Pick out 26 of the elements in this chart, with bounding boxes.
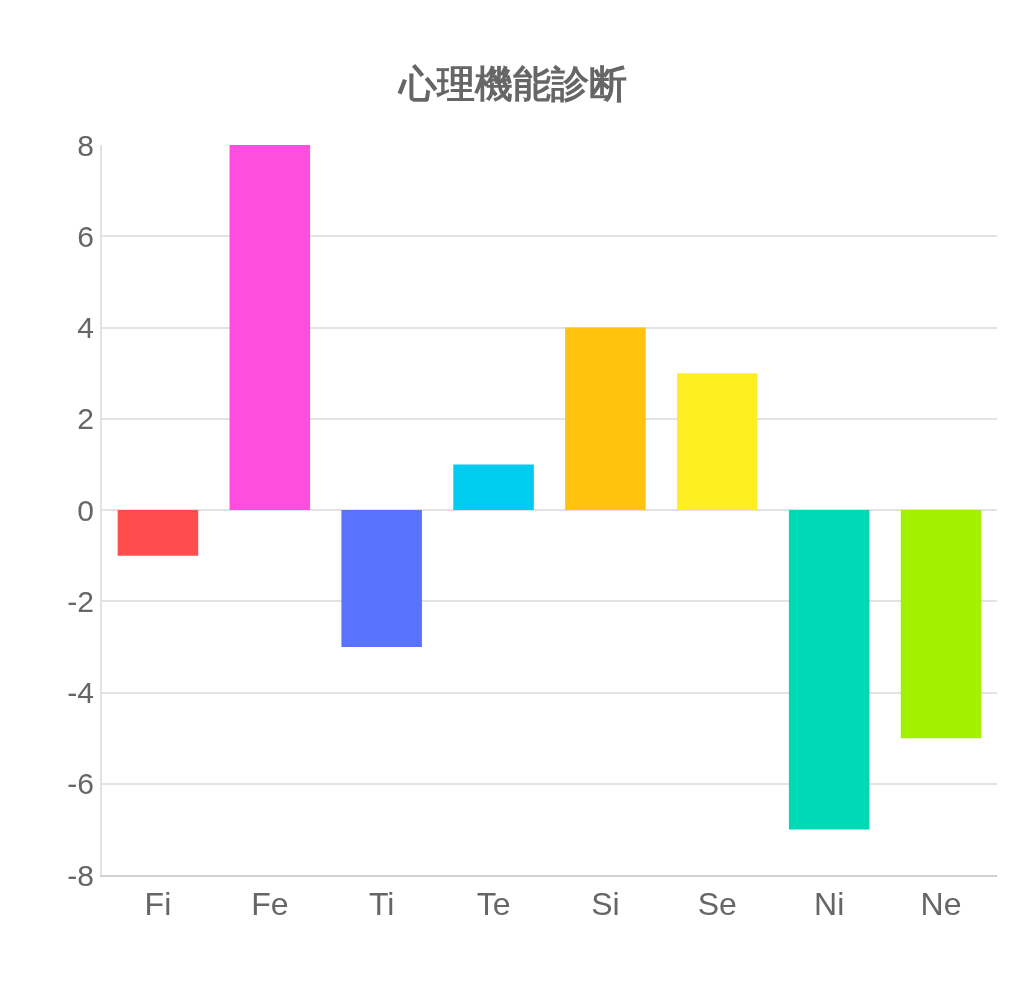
bar [229,145,311,510]
x-tick-label: Fi [144,886,172,923]
y-tick-label: -2 [67,584,94,618]
bar [565,327,646,510]
y-tick-label: 6 [77,219,94,253]
y-tick-label: 8 [77,128,94,162]
bar [677,373,758,510]
bar [341,510,422,647]
x-tick-label: Te [476,886,511,923]
bar [788,510,870,830]
x-tick-label: Se [697,886,737,923]
bar [117,510,199,556]
y-tick-label: 0 [77,493,94,527]
y-tick-label: 2 [77,402,94,436]
y-tick-label: -4 [67,676,94,709]
bar [900,510,982,739]
y-tick-label: 4 [77,311,94,344]
x-tick-label: Fe [251,886,289,923]
y-tick-label: -8 [67,858,94,892]
x-tick-label: Ne [920,886,962,923]
chart-title: 心理機能診断 [397,63,627,106]
x-tick-label: Ti [368,886,395,923]
x-tick-label: Si [591,886,620,923]
x-tick-label: Ni [814,886,845,923]
bar [453,464,534,510]
y-tick-label: -6 [67,767,94,801]
